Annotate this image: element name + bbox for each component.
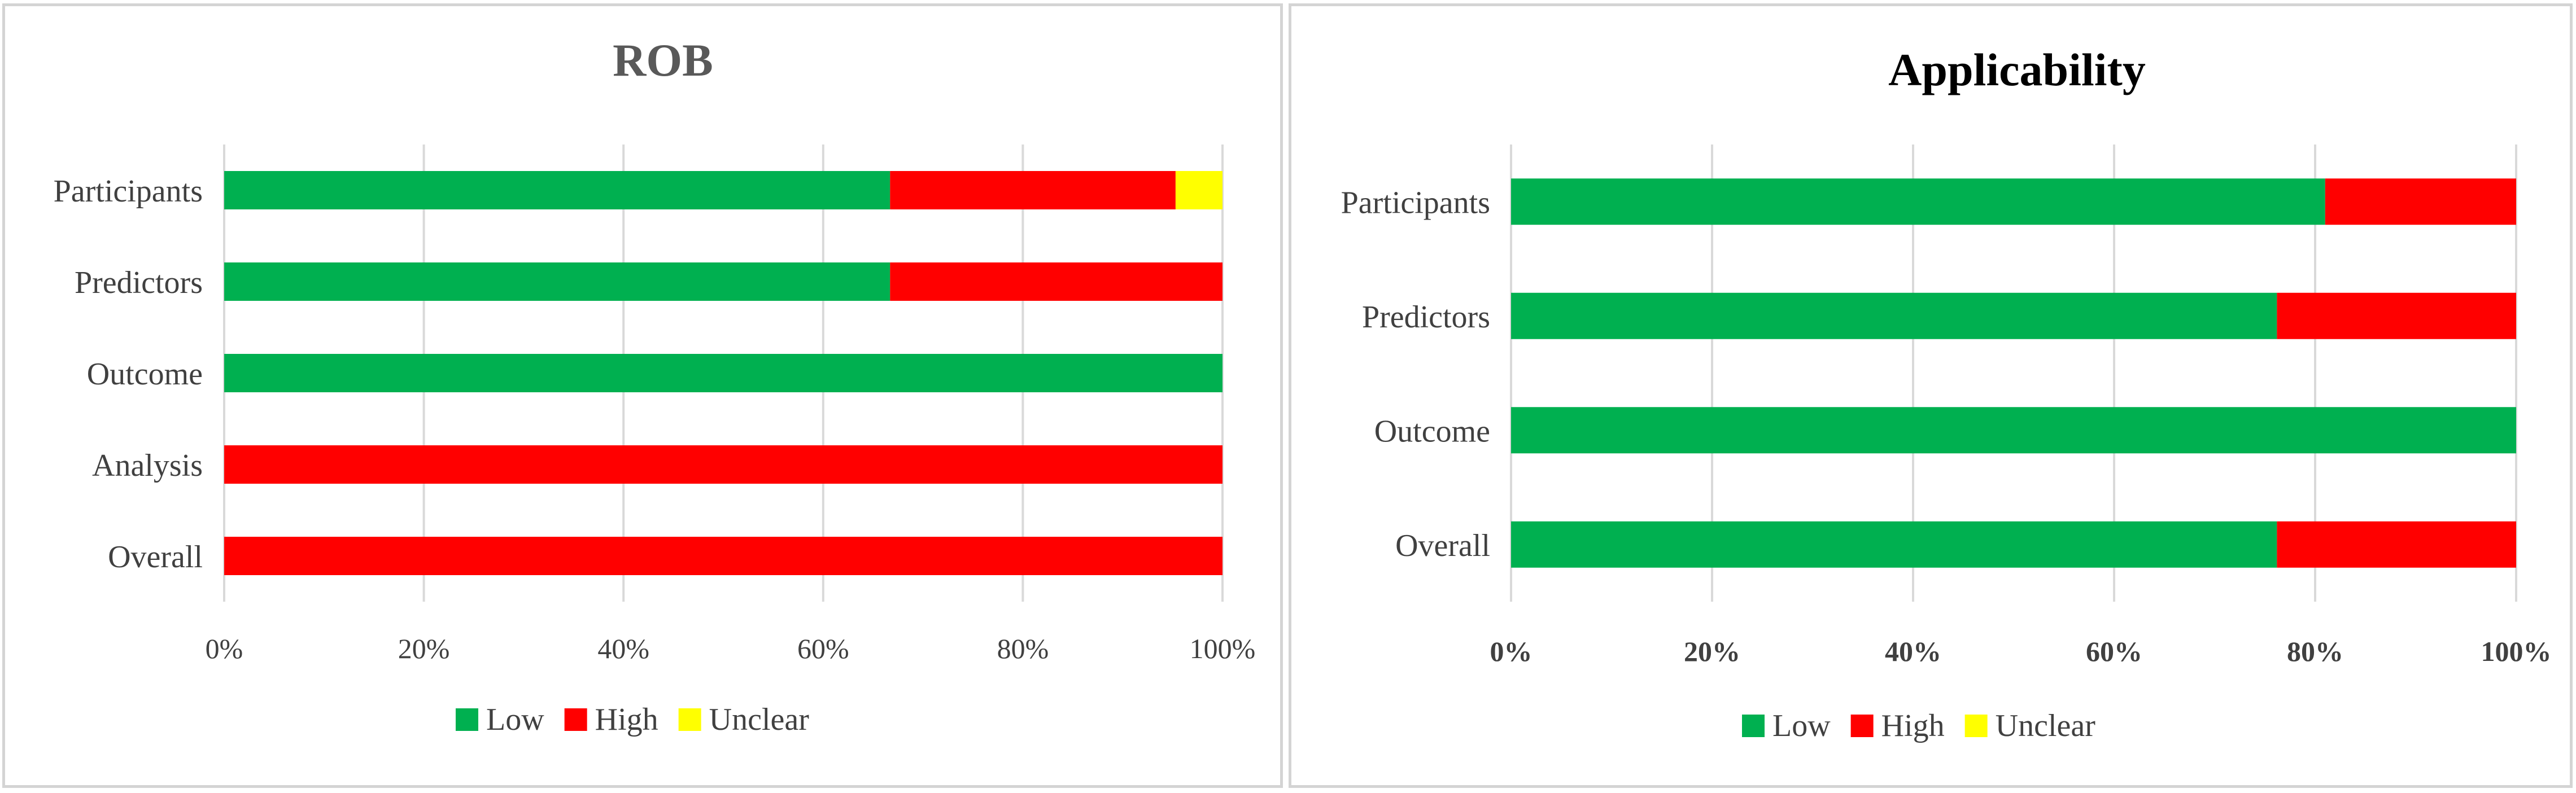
applicability-bar-high-participants <box>2325 178 2516 225</box>
rob-bar-low-participants <box>224 171 890 209</box>
applicability-x-tick-label: 20% <box>1684 636 1740 667</box>
rob-chart: ROB 0% 20% 40% 60% 80% 100% Participants Predict… <box>54 34 1256 737</box>
rob-bar-high-overall <box>224 537 1222 575</box>
rob-bar-low-outcome <box>224 354 1222 392</box>
rob-x-tick-label: 80% <box>997 633 1049 664</box>
applicability-chart-panel: Applicability 0% 20% 40% 60% 80% 100% Participa… <box>1289 3 2573 788</box>
applicability-x-tick-label: 0% <box>1490 636 1532 667</box>
applicability-x-tick-label: 80% <box>2287 636 2343 667</box>
rob-legend-swatch-unclear <box>678 708 701 731</box>
rob-legend-label-low: Low <box>486 702 544 737</box>
rob-category-label: Outcome <box>87 357 203 392</box>
applicability-legend-swatch-low <box>1742 715 1765 737</box>
rob-x-tick-label: 100% <box>1190 633 1256 664</box>
rob-bar-unclear-participants <box>1175 171 1222 209</box>
rob-chart-title: ROB <box>613 34 713 86</box>
rob-chart-panel: ROB 0% 20% 40% 60% 80% 100% Participants Predict… <box>2 3 1283 788</box>
applicability-legend-swatch-high <box>1850 715 1874 737</box>
rob-x-tick-label: 20% <box>398 633 450 664</box>
rob-category-label: Predictors <box>75 265 203 300</box>
rob-legend-label-high: High <box>595 702 658 737</box>
rob-bar-high-analysis <box>224 445 1222 484</box>
rob-x-tick-label: 60% <box>797 633 849 664</box>
rob-legend-swatch-low <box>456 708 478 731</box>
applicability-legend-label-high: High <box>1881 708 1945 743</box>
applicability-bar-low-predictors <box>1511 292 2277 339</box>
rob-bar-low-predictors <box>224 262 890 301</box>
applicability-category-label: Outcome <box>1374 414 1490 449</box>
rob-bar-high-participants <box>890 171 1176 209</box>
applicability-bar-low-participants <box>1511 178 2325 225</box>
rob-x-tick-label: 40% <box>597 633 649 664</box>
rob-bar-high-predictors <box>890 262 1222 301</box>
applicability-bar-low-overall <box>1511 521 2277 568</box>
rob-category-label: Overall <box>108 540 203 575</box>
applicability-chart-title: Applicability <box>1888 44 2146 95</box>
applicability-legend-label-low: Low <box>1772 708 1831 743</box>
applicability-category-label: Participants <box>1341 185 1490 220</box>
applicability-bar-low-outcome <box>1511 407 2516 454</box>
applicability-legend-label-unclear: Unclear <box>1996 708 2096 743</box>
applicability-chart: Applicability 0% 20% 40% 60% 80% 100% Participa… <box>1341 44 2552 743</box>
rob-category-label: Participants <box>54 174 203 209</box>
applicability-legend-swatch-unclear <box>1964 715 1988 737</box>
applicability-category-label: Predictors <box>1362 300 1490 335</box>
applicability-bar-high-overall <box>2277 521 2516 568</box>
applicability-bar-high-predictors <box>2277 292 2516 339</box>
applicability-x-tick-label: 40% <box>1885 636 1941 667</box>
rob-x-tick-label: 0% <box>206 633 243 664</box>
applicability-x-tick-label: 100% <box>2481 636 2552 667</box>
applicability-x-tick-label: 60% <box>2086 636 2142 667</box>
rob-legend-swatch-high <box>564 708 587 731</box>
applicability-category-label: Overall <box>1395 528 1490 563</box>
rob-legend-label-unclear: Unclear <box>709 702 810 737</box>
rob-category-label: Analysis <box>92 448 203 483</box>
